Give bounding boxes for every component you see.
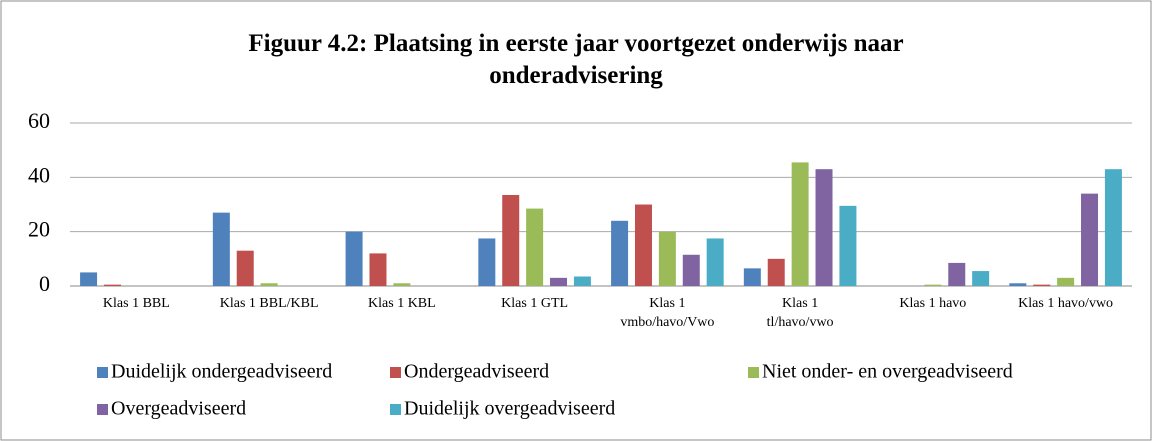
x-tick-label: Klas 1 KBL — [368, 296, 436, 311]
legend-swatch — [97, 404, 108, 415]
bar — [236, 250, 254, 286]
bar — [1057, 277, 1075, 286]
bar — [103, 284, 121, 286]
legend-label: Niet onder- en overgeadviseerd — [762, 361, 1013, 383]
legend-swatch — [390, 367, 401, 378]
bar — [478, 238, 496, 286]
bar — [550, 277, 568, 286]
legend-label: Overgeadviseerd — [111, 398, 246, 420]
bar — [345, 231, 363, 286]
bar — [767, 258, 785, 286]
chart-title: Figuur 4.2: Plaatsing in eerste jaar voo… — [248, 30, 903, 89]
bar — [1081, 193, 1099, 286]
bar — [634, 204, 652, 286]
bar — [815, 169, 833, 286]
legend-label: Duidelijk ondergeadviseerd — [111, 361, 332, 383]
x-tick-label: Klas 1 vmbo/havo/Vwo — [620, 296, 714, 330]
x-tick-label: Klas 1 BBL/KBL — [220, 296, 319, 311]
bar — [393, 283, 411, 286]
y-tick-label: 0 — [39, 271, 50, 296]
bar — [682, 254, 700, 286]
x-tick-label: Klas 1 havo — [899, 296, 966, 311]
legend-label: Duidelijk overgeadviseerd — [404, 398, 615, 420]
bar — [1009, 283, 1027, 286]
bar — [573, 276, 591, 286]
bar — [80, 272, 98, 286]
bar — [1033, 284, 1051, 286]
y-tick-label: 20 — [28, 217, 50, 242]
bar — [839, 205, 857, 286]
legend-label: Ondergeadviseerd — [404, 361, 549, 383]
bar — [706, 238, 724, 286]
x-tick-label: Klas 1 havo/vwo — [1018, 296, 1113, 311]
bar — [924, 284, 942, 286]
bar — [502, 194, 520, 286]
x-tick-label: Klas 1 BBL — [103, 296, 170, 311]
bar — [972, 271, 990, 286]
bar — [369, 253, 387, 286]
bar — [1104, 169, 1122, 286]
bar — [948, 262, 966, 286]
bar — [212, 212, 230, 286]
bar — [611, 220, 629, 286]
bar — [743, 268, 761, 286]
bar — [791, 162, 809, 286]
bar — [526, 208, 544, 286]
legend-swatch — [390, 404, 401, 415]
legend-swatch — [97, 367, 108, 378]
y-tick-label: 60 — [28, 108, 50, 133]
x-tick-label: Klas 1 GTL — [501, 296, 568, 311]
legend-swatch — [748, 367, 759, 378]
bar — [658, 231, 676, 286]
x-tick-label: Klas 1 tl/havo/vwo — [767, 296, 834, 330]
bar — [260, 283, 278, 286]
y-tick-label: 40 — [28, 162, 50, 187]
